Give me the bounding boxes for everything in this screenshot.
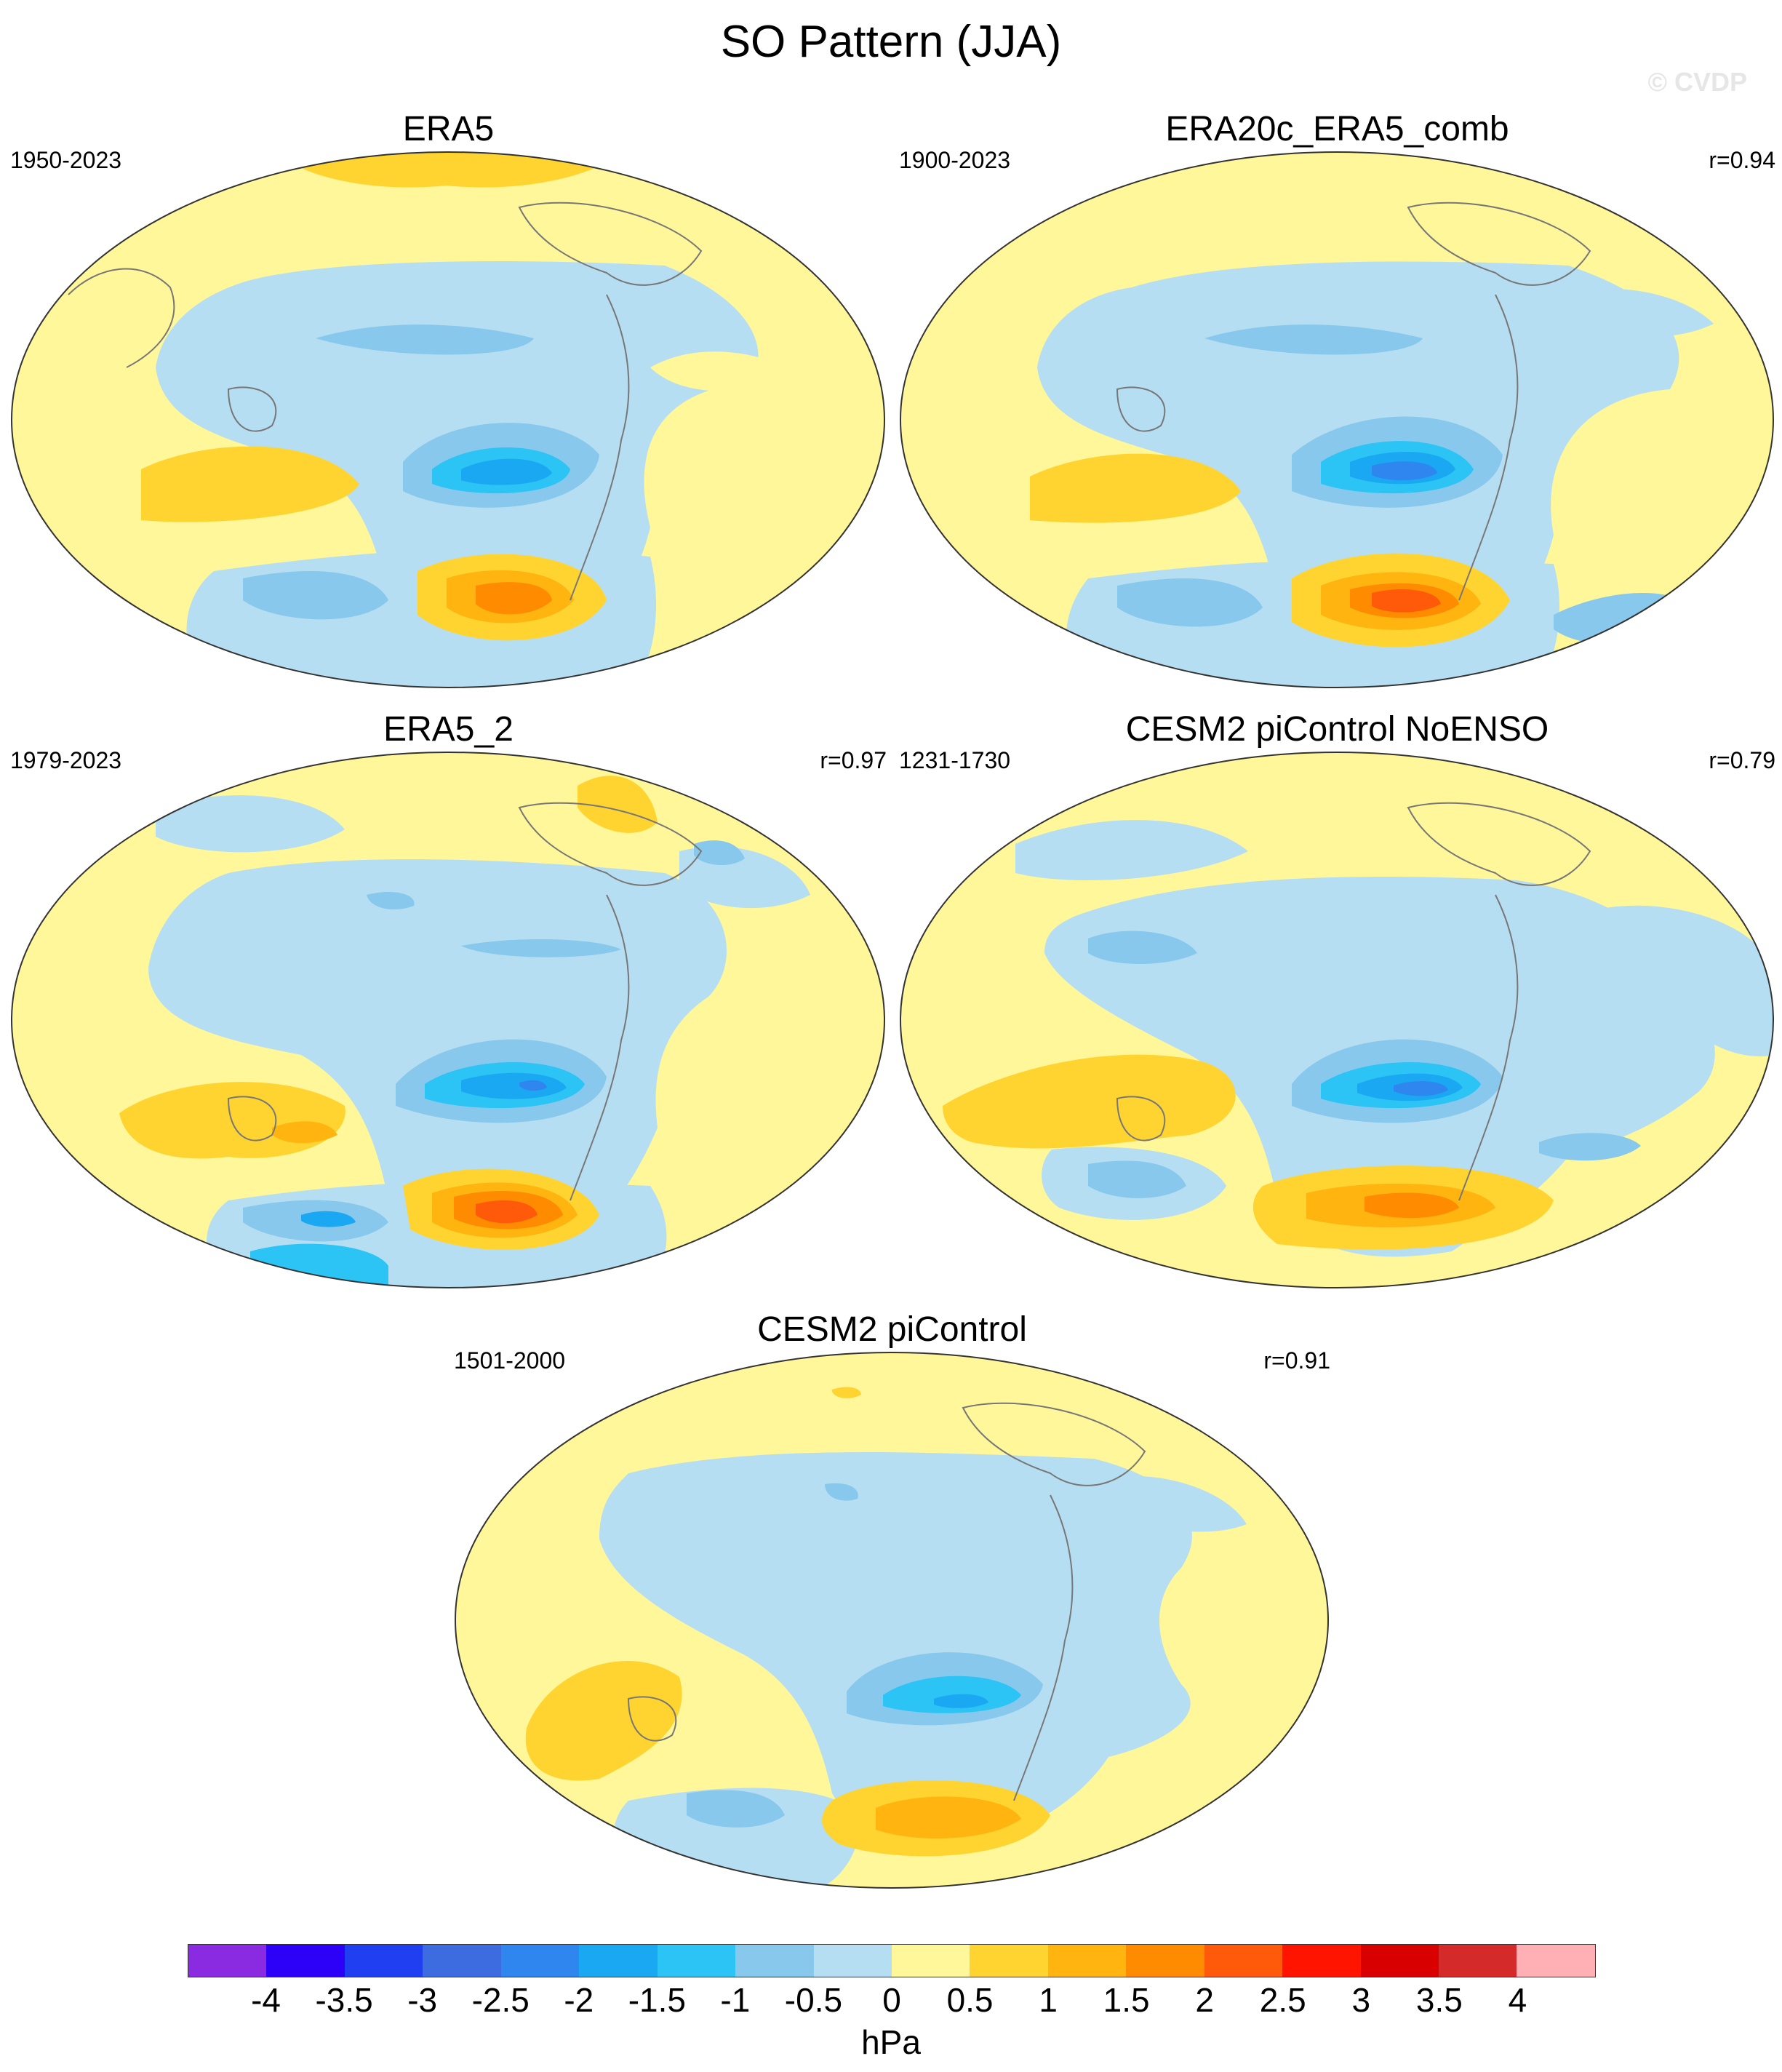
colorbar-tick-label: -3.5 — [315, 1981, 373, 2019]
colorbar-swatch — [813, 1945, 892, 1977]
colorbar-swatch — [735, 1945, 814, 1977]
map-panel-cesm2-picontrol: CESM2 piControl 1501-2000 r=0.91 — [454, 1310, 1330, 1892]
colorbar-swatch — [970, 1945, 1048, 1977]
colorbar-swatch — [579, 1945, 658, 1977]
colorbar — [188, 1944, 1596, 1977]
panel-period: 1900-2023 — [899, 147, 1011, 173]
colorbar-tick-label: 4 — [1508, 1981, 1527, 2019]
colorbar-swatch — [344, 1945, 423, 1977]
panel-title: ERA5 — [402, 110, 495, 148]
panel-period: 1979-2023 — [10, 747, 122, 773]
watermark: © CVDP — [1647, 67, 1747, 97]
colorbar-swatch — [1047, 1945, 1127, 1977]
panel-title: CESM2 piControl NoENSO — [1125, 710, 1549, 749]
panel-title: ERA5_2 — [383, 710, 514, 749]
panel-correlation: r=0.97 — [820, 747, 887, 773]
panel-correlation: r=0.79 — [1709, 747, 1775, 773]
colorbar-tick-label: 2.5 — [1259, 1981, 1306, 2019]
colorbar-swatch — [266, 1945, 345, 1977]
map-plot — [900, 752, 1774, 1288]
panel-period: 1501-2000 — [454, 1347, 566, 1374]
colorbar-swatch — [1360, 1945, 1439, 1977]
panel-title: CESM2 piControl — [757, 1310, 1027, 1349]
colorbar-tick-label: 0 — [882, 1981, 901, 2019]
map-panel-era5: ERA5 1950-2023 — [10, 109, 887, 691]
panel-period: 1231-1730 — [899, 747, 1011, 773]
colorbar-swatch — [423, 1945, 501, 1977]
map-plot — [455, 1352, 1329, 1889]
colorbar-tick-label: -1.5 — [628, 1981, 686, 2019]
panel-correlation: r=0.91 — [1263, 1347, 1330, 1374]
figure-title: SO Pattern (JJA) — [720, 17, 1062, 67]
map-panel-era5-2: ERA5_2 1979-2023 r=0.97 — [10, 709, 887, 1291]
panel-title: ERA20c_ERA5_comb — [1165, 110, 1509, 148]
colorbar-tick-label: -4 — [251, 1981, 281, 2019]
colorbar-swatch — [1204, 1945, 1283, 1977]
colorbar-tick-label: 1.5 — [1103, 1981, 1150, 2019]
colorbar-swatch — [1517, 1945, 1595, 1977]
colorbar-swatch — [500, 1945, 580, 1977]
colorbar-swatch — [188, 1945, 267, 1977]
colorbar-swatch — [1126, 1945, 1204, 1977]
colorbar-tick-label: 2 — [1195, 1981, 1215, 2019]
map-panel-era20c-era5-comb: ERA20c_ERA5_comb 1900-2023 r=0.94 — [899, 109, 1775, 691]
colorbar-tick-label: -3 — [407, 1981, 438, 2019]
colorbar-swatch — [1282, 1945, 1361, 1977]
colorbar-tick-label: -2.5 — [471, 1981, 530, 2019]
colorbar-tick-label: 3 — [1351, 1981, 1371, 2019]
colorbar-swatch — [657, 1945, 736, 1977]
map-plot — [900, 151, 1774, 688]
colorbar-swatch — [891, 1945, 970, 1977]
colorbar-tick-label: 3.5 — [1415, 1981, 1463, 2019]
colorbar-tick-label: -1 — [720, 1981, 751, 2019]
map-plot — [11, 752, 885, 1288]
colorbar-tick-label: -0.5 — [784, 1981, 843, 2019]
panel-period: 1950-2023 — [10, 147, 122, 173]
map-panel-cesm2-picontrol-noenso: CESM2 piControl NoENSO 1231-1730 r=0.79 — [899, 709, 1775, 1291]
colorbar-tick-label: 0.5 — [946, 1981, 994, 2019]
panel-correlation: r=0.94 — [1709, 147, 1775, 173]
map-plot — [11, 151, 885, 688]
colorbar-tick-label: -2 — [564, 1981, 594, 2019]
colorbar-tick-label: 1 — [1039, 1981, 1058, 2019]
colorbar-unit: hPa — [861, 2023, 921, 2061]
colorbar-swatch — [1439, 1945, 1517, 1977]
colorbar-labels: -4 -3.5 -3 -2.5 -2 -1.5 -1 -0.5 0 0.5 1 1.5 2 2.5 3 3.5… — [188, 1980, 1596, 2024]
